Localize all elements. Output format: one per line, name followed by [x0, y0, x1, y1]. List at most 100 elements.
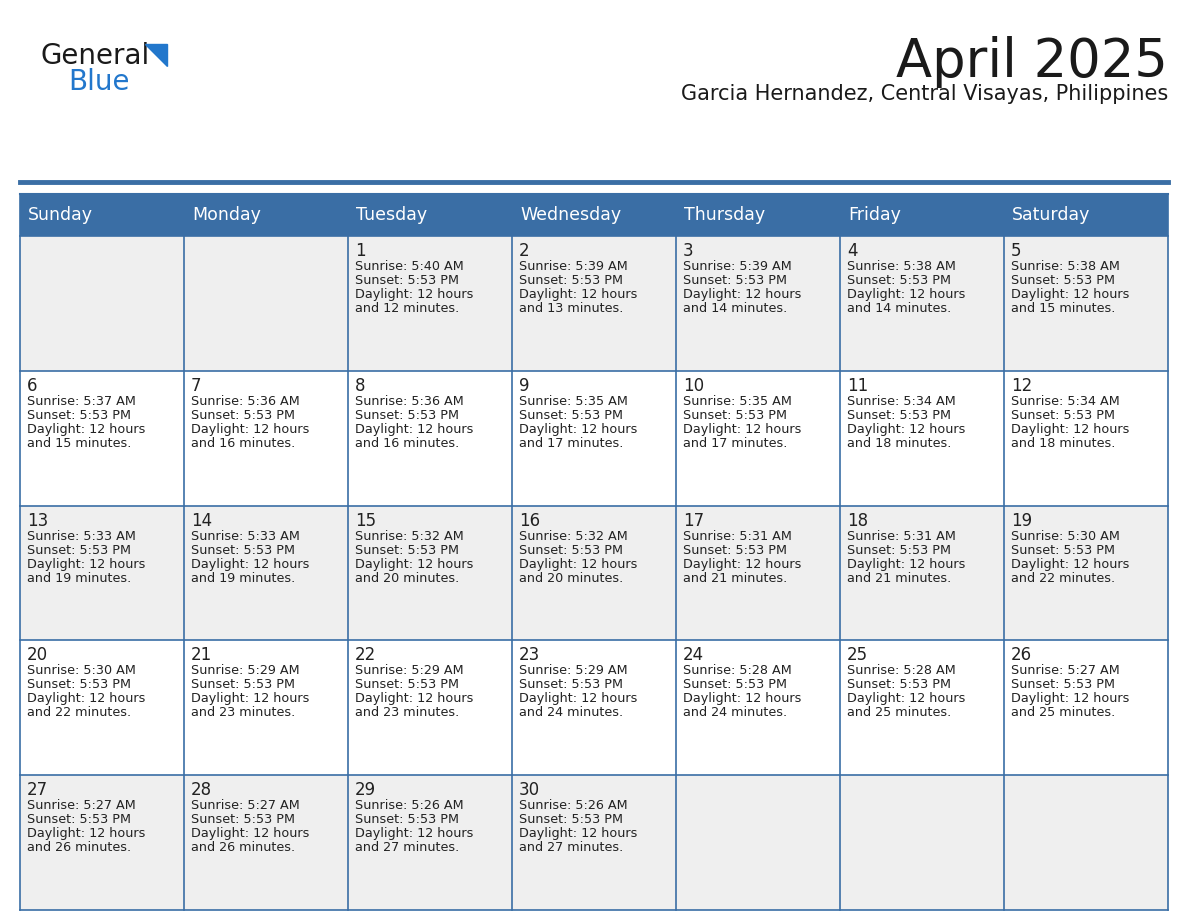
Text: Sunset: 5:53 PM: Sunset: 5:53 PM [683, 409, 786, 421]
Text: 17: 17 [683, 511, 704, 530]
Text: Daylight: 12 hours: Daylight: 12 hours [683, 557, 802, 571]
Text: and 17 minutes.: and 17 minutes. [683, 437, 788, 450]
Text: Daylight: 12 hours: Daylight: 12 hours [191, 692, 309, 705]
Text: Sunset: 5:53 PM: Sunset: 5:53 PM [519, 409, 623, 421]
Text: 25: 25 [847, 646, 868, 665]
Bar [184, 194, 348, 236]
Text: and 24 minutes.: and 24 minutes. [519, 706, 624, 720]
Text: and 16 minutes.: and 16 minutes. [355, 437, 460, 450]
Text: and 23 minutes.: and 23 minutes. [191, 706, 296, 720]
Text: Sunrise: 5:28 AM: Sunrise: 5:28 AM [847, 665, 956, 677]
Text: Daylight: 12 hours: Daylight: 12 hours [355, 827, 473, 840]
Text: Daylight: 12 hours: Daylight: 12 hours [847, 557, 966, 571]
Text: Sunset: 5:53 PM: Sunset: 5:53 PM [355, 274, 459, 287]
Bar [840, 194, 1004, 236]
Text: Sunrise: 5:34 AM: Sunrise: 5:34 AM [1011, 395, 1120, 408]
Text: 7: 7 [191, 376, 202, 395]
Text: Monday: Monday [192, 206, 261, 224]
Text: Blue: Blue [68, 68, 129, 96]
Text: Sunrise: 5:39 AM: Sunrise: 5:39 AM [683, 260, 791, 273]
Text: 14: 14 [191, 511, 213, 530]
Text: Garcia Hernandez, Central Visayas, Philippines: Garcia Hernandez, Central Visayas, Phili… [681, 84, 1168, 105]
Text: Daylight: 12 hours: Daylight: 12 hours [683, 423, 802, 436]
Text: Sunset: 5:53 PM: Sunset: 5:53 PM [683, 274, 786, 287]
Bar [348, 194, 512, 236]
Text: and 26 minutes.: and 26 minutes. [27, 841, 131, 855]
Text: Sunrise: 5:27 AM: Sunrise: 5:27 AM [1011, 665, 1120, 677]
Text: Sunrise: 5:39 AM: Sunrise: 5:39 AM [519, 260, 627, 273]
Text: 22: 22 [355, 646, 377, 665]
Text: Sunset: 5:53 PM: Sunset: 5:53 PM [27, 678, 131, 691]
Text: and 27 minutes.: and 27 minutes. [355, 841, 460, 855]
Text: 27: 27 [27, 781, 49, 800]
Text: Daylight: 12 hours: Daylight: 12 hours [191, 423, 309, 436]
Text: Sunrise: 5:29 AM: Sunrise: 5:29 AM [355, 665, 463, 677]
Text: Daylight: 12 hours: Daylight: 12 hours [355, 692, 473, 705]
Text: Sunset: 5:53 PM: Sunset: 5:53 PM [847, 543, 952, 556]
Text: and 21 minutes.: and 21 minutes. [847, 572, 952, 585]
Text: Daylight: 12 hours: Daylight: 12 hours [191, 827, 309, 840]
Text: and 21 minutes.: and 21 minutes. [683, 572, 788, 585]
Text: Daylight: 12 hours: Daylight: 12 hours [27, 557, 145, 571]
Text: Sunset: 5:53 PM: Sunset: 5:53 PM [27, 409, 131, 421]
Text: 20: 20 [27, 646, 49, 665]
Text: Daylight: 12 hours: Daylight: 12 hours [847, 423, 966, 436]
Text: and 18 minutes.: and 18 minutes. [847, 437, 952, 450]
Text: Sunrise: 5:38 AM: Sunrise: 5:38 AM [847, 260, 956, 273]
Text: Sunrise: 5:35 AM: Sunrise: 5:35 AM [519, 395, 628, 408]
Text: Sunrise: 5:29 AM: Sunrise: 5:29 AM [191, 665, 299, 677]
Text: Sunset: 5:53 PM: Sunset: 5:53 PM [519, 813, 623, 826]
Text: 26: 26 [1011, 646, 1032, 665]
Text: and 12 minutes.: and 12 minutes. [355, 302, 460, 315]
Text: Sunset: 5:53 PM: Sunset: 5:53 PM [1011, 543, 1116, 556]
Text: and 20 minutes.: and 20 minutes. [355, 572, 460, 585]
Text: and 23 minutes.: and 23 minutes. [355, 706, 460, 720]
Text: and 20 minutes.: and 20 minutes. [519, 572, 624, 585]
Text: Sunset: 5:53 PM: Sunset: 5:53 PM [519, 274, 623, 287]
Text: Sunset: 5:53 PM: Sunset: 5:53 PM [847, 409, 952, 421]
Text: Daylight: 12 hours: Daylight: 12 hours [683, 692, 802, 705]
Text: Friday: Friday [848, 206, 901, 224]
Text: Daylight: 12 hours: Daylight: 12 hours [683, 288, 802, 301]
Bar [1004, 194, 1168, 236]
Text: 9: 9 [519, 376, 530, 395]
Text: Sunrise: 5:38 AM: Sunrise: 5:38 AM [1011, 260, 1120, 273]
Text: Sunrise: 5:29 AM: Sunrise: 5:29 AM [519, 665, 627, 677]
Text: Sunrise: 5:26 AM: Sunrise: 5:26 AM [355, 800, 463, 812]
Text: and 15 minutes.: and 15 minutes. [1011, 302, 1116, 315]
Text: 30: 30 [519, 781, 541, 800]
Text: and 26 minutes.: and 26 minutes. [191, 841, 295, 855]
Text: 10: 10 [683, 376, 704, 395]
Text: 12: 12 [1011, 376, 1032, 395]
Text: 13: 13 [27, 511, 49, 530]
Text: 6: 6 [27, 376, 38, 395]
Text: Sunrise: 5:27 AM: Sunrise: 5:27 AM [27, 800, 135, 812]
Text: and 22 minutes.: and 22 minutes. [27, 706, 131, 720]
Text: Daylight: 12 hours: Daylight: 12 hours [1011, 557, 1130, 571]
Text: Daylight: 12 hours: Daylight: 12 hours [519, 692, 638, 705]
Text: Daylight: 12 hours: Daylight: 12 hours [191, 557, 309, 571]
Text: 21: 21 [191, 646, 213, 665]
Text: Sunset: 5:53 PM: Sunset: 5:53 PM [683, 678, 786, 691]
Text: 4: 4 [847, 242, 858, 260]
Text: 29: 29 [355, 781, 377, 800]
Text: Daylight: 12 hours: Daylight: 12 hours [27, 423, 145, 436]
Text: and 19 minutes.: and 19 minutes. [27, 572, 131, 585]
Text: Daylight: 12 hours: Daylight: 12 hours [1011, 288, 1130, 301]
Text: Sunrise: 5:31 AM: Sunrise: 5:31 AM [683, 530, 792, 543]
Text: Sunset: 5:53 PM: Sunset: 5:53 PM [27, 543, 131, 556]
Text: Daylight: 12 hours: Daylight: 12 hours [27, 692, 145, 705]
Text: Sunset: 5:53 PM: Sunset: 5:53 PM [355, 543, 459, 556]
Text: Daylight: 12 hours: Daylight: 12 hours [519, 827, 638, 840]
Text: Sunrise: 5:32 AM: Sunrise: 5:32 AM [519, 530, 627, 543]
Text: Daylight: 12 hours: Daylight: 12 hours [1011, 692, 1130, 705]
Text: 18: 18 [847, 511, 868, 530]
Text: Daylight: 12 hours: Daylight: 12 hours [355, 557, 473, 571]
Text: Daylight: 12 hours: Daylight: 12 hours [355, 423, 473, 436]
Text: and 25 minutes.: and 25 minutes. [1011, 706, 1116, 720]
Text: and 14 minutes.: and 14 minutes. [683, 302, 788, 315]
Text: Sunset: 5:53 PM: Sunset: 5:53 PM [355, 678, 459, 691]
Text: Sunrise: 5:34 AM: Sunrise: 5:34 AM [847, 395, 956, 408]
Text: and 13 minutes.: and 13 minutes. [519, 302, 624, 315]
Text: Sunrise: 5:26 AM: Sunrise: 5:26 AM [519, 800, 627, 812]
